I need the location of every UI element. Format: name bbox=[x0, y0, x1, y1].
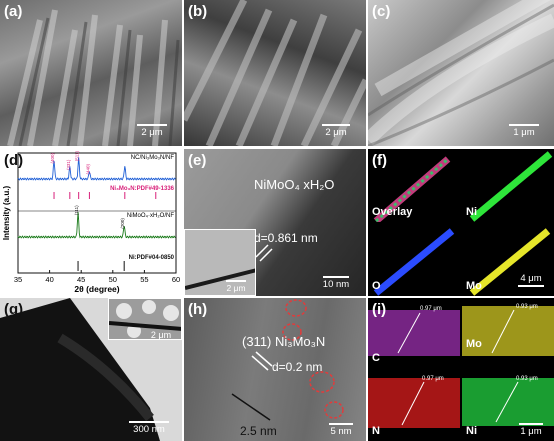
hrtem-panel-h: (h) (311) Ni₃Mo₃N d=0.2 nm 2.5 nm 5 nm bbox=[184, 298, 366, 441]
line-length-label: 0.97 μm bbox=[422, 376, 444, 382]
panel-label: (c) bbox=[372, 3, 391, 20]
map-label: C bbox=[372, 352, 380, 364]
scale-bar: 2 μm bbox=[316, 124, 356, 138]
scale-bar-label: 300 nm bbox=[133, 424, 165, 435]
scale-bar-label: 1 μm bbox=[513, 127, 535, 138]
map-label: Mo bbox=[466, 280, 482, 292]
panel-label: (d) bbox=[4, 152, 24, 169]
map-mo: 0.93 μm Mo bbox=[462, 298, 554, 368]
peak-label: (331) bbox=[66, 159, 71, 170]
map-c: 0.97 μm C bbox=[368, 298, 460, 368]
peak-label: (200) bbox=[120, 218, 125, 229]
sem-panel-c: (c) 1 μm bbox=[368, 0, 554, 146]
sem-panel-b: (b) 2 μm bbox=[184, 0, 366, 146]
scale-bar: 300 nm bbox=[124, 421, 174, 435]
xrd-series-line bbox=[17, 211, 176, 239]
peak-label: (440) bbox=[85, 164, 90, 175]
map-overlay: Overlay bbox=[368, 149, 460, 222]
inset-image: 2 μm bbox=[184, 229, 256, 296]
map-label: Ni bbox=[466, 206, 477, 218]
panel-label: (f) bbox=[372, 152, 387, 169]
scale-bar: 4 μm bbox=[514, 273, 548, 288]
map-label: N bbox=[372, 425, 380, 437]
map-mo: Mo bbox=[462, 223, 554, 296]
series-name: NiMoO₄·xH₂O/NF bbox=[127, 213, 174, 219]
x-tick-label: 50 bbox=[109, 275, 117, 284]
map-label: Ni bbox=[466, 425, 477, 437]
xrd-panel-d: 35 40 45 50 55 60 2θ (degree) Intensity (a.u.) N… bbox=[0, 149, 182, 296]
sem-panel-a: (a) 2 μm bbox=[0, 0, 182, 146]
tem-panel-e: (e) NiMoO₄ xH₂O d=0.861 nm 2 μm 10 nm bbox=[184, 149, 366, 296]
porous-rod-c bbox=[368, 0, 554, 146]
map-label: O bbox=[372, 280, 381, 292]
inset-image bbox=[108, 298, 182, 340]
scale-bar-label: 5 nm bbox=[330, 426, 352, 437]
plot-frame bbox=[17, 152, 177, 274]
panel-label: (g) bbox=[4, 301, 24, 318]
panel-label: (b) bbox=[188, 3, 208, 20]
line-length-label: 0.97 μm bbox=[420, 306, 442, 312]
scale-bar: 10 nm bbox=[316, 276, 356, 290]
y-axis-label: Intensity (a.u.) bbox=[2, 186, 11, 241]
inset-scale-bar: 2 μm bbox=[221, 280, 251, 293]
d-spacing-label: d=0.2 nm bbox=[272, 360, 323, 374]
peak-label: (111) bbox=[74, 205, 79, 215]
lattice-marker-e bbox=[255, 244, 273, 262]
phase-label: NiMoO₄ xH₂O bbox=[254, 177, 335, 192]
x-axis-label: 2θ (degree) bbox=[74, 284, 119, 294]
reference-label: Ni₃Mo₃N:PDF#49-1336 bbox=[110, 186, 175, 192]
d-spacing-label: d=0.861 nm bbox=[254, 231, 318, 245]
inset-scale-bar: 2 μm bbox=[144, 330, 178, 340]
plane-label: (311) Ni₃Mo₃N bbox=[242, 334, 326, 349]
series-name: NC/Ni₃Mo₃N/NF bbox=[131, 155, 175, 161]
x-tick-label: 60 bbox=[172, 275, 180, 284]
inset-scale-label: 2 μm bbox=[226, 283, 246, 293]
xrd-series-line bbox=[17, 157, 176, 181]
x-tick-label: 45 bbox=[77, 275, 85, 284]
map-o: O bbox=[368, 223, 460, 296]
scale-bar: 1 μm bbox=[504, 124, 544, 138]
measure-label: 2.5 nm bbox=[240, 424, 277, 438]
map-ni: 0.93 μm Ni bbox=[462, 370, 554, 441]
scale-bar: 1 μm bbox=[514, 423, 548, 437]
scale-bar: 5 nm bbox=[324, 423, 358, 437]
hrtem-overlay-h bbox=[231, 299, 344, 421]
scale-bar-label: 4 μm bbox=[520, 273, 542, 284]
reference-label: Ni:PDF#04-0850 bbox=[129, 255, 175, 261]
scale-bar: 2 μm bbox=[132, 124, 172, 138]
panel-label: (e) bbox=[188, 152, 207, 169]
peak-label: (511) bbox=[75, 151, 80, 162]
panel-label: (a) bbox=[4, 3, 23, 20]
map-n: 0.97 μm N bbox=[368, 370, 460, 441]
scale-bar-label: 2 μm bbox=[325, 127, 347, 138]
line-length-label: 0.93 μm bbox=[516, 376, 538, 382]
peak-label: (400) bbox=[50, 153, 55, 164]
map-ni: Ni bbox=[462, 149, 554, 222]
panel-label: (h) bbox=[188, 301, 208, 318]
scale-bar-label: 1 μm bbox=[520, 426, 542, 437]
line-length-label: 0.93 μm bbox=[516, 304, 538, 310]
tem-panel-g: 2 μm (g) 300 nm bbox=[0, 298, 182, 441]
eds-panel-i: 0.97 μm C 0.93 μm Mo 0.97 μm N 0.93 μm N… bbox=[368, 298, 554, 441]
inset-rod bbox=[185, 268, 255, 290]
nanorod-bundle-b bbox=[184, 0, 366, 146]
eds-panel-f: Overlay Ni O Mo (f) 4 μm bbox=[368, 149, 554, 296]
scale-bar-label: 2 μm bbox=[141, 127, 163, 138]
x-tick-label: 35 bbox=[14, 275, 22, 284]
map-label: Overlay bbox=[372, 206, 413, 218]
panel-label: (i) bbox=[372, 301, 387, 318]
inset-scale-label: 2 μm bbox=[150, 330, 172, 340]
xrd-chart: 35 40 45 50 55 60 2θ (degree) Intensity (a.u.) N… bbox=[2, 151, 180, 294]
map-label: Mo bbox=[466, 338, 482, 350]
x-tick-label: 55 bbox=[140, 275, 148, 284]
x-tick-label: 40 bbox=[45, 275, 53, 284]
tem-rod-g bbox=[0, 298, 160, 441]
scale-bar-label: 10 nm bbox=[322, 279, 350, 290]
